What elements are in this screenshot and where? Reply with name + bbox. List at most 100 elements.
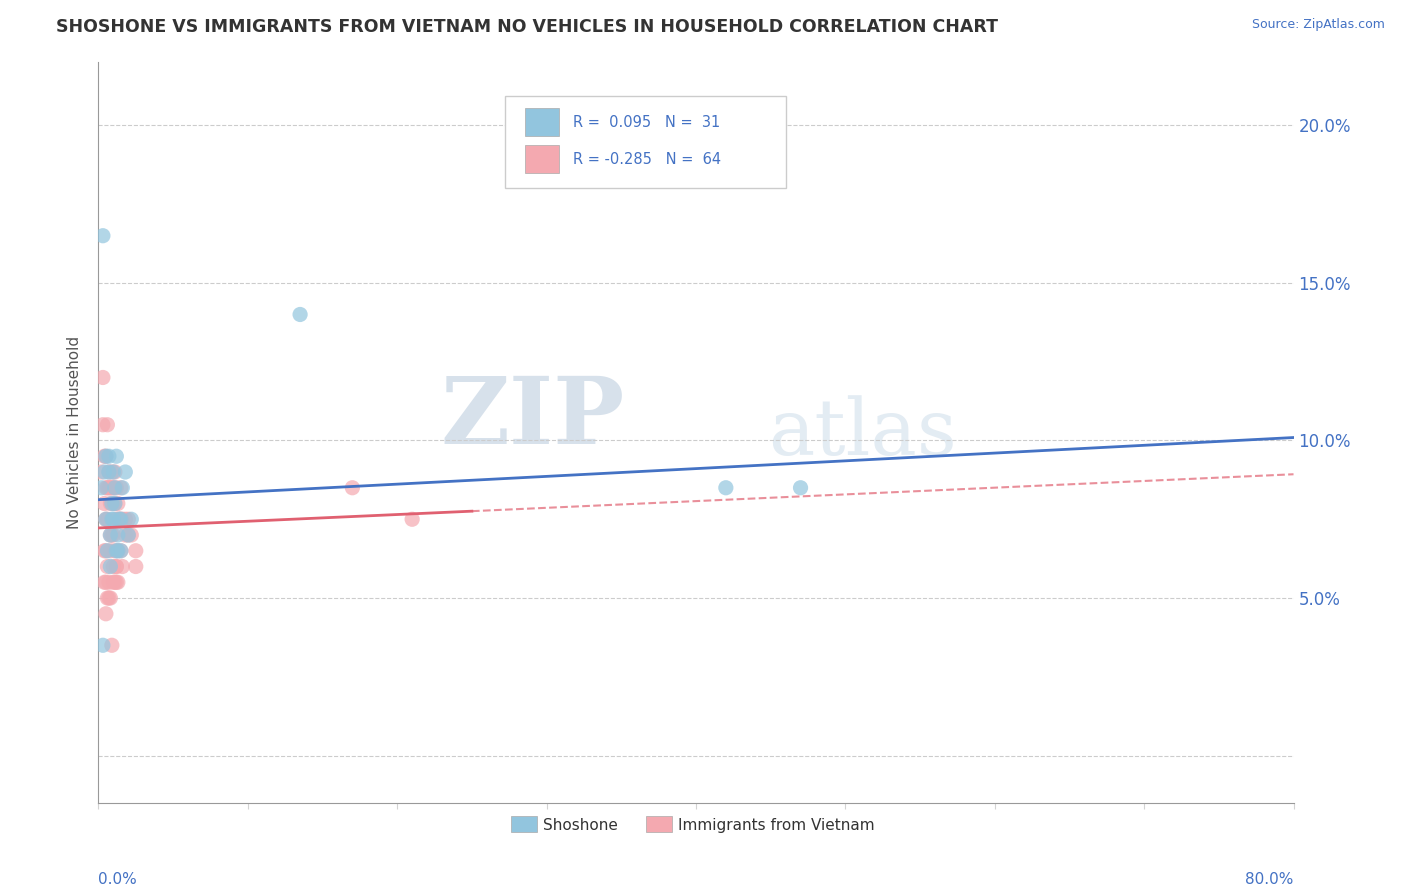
- Point: [103, 559, 125, 574]
- Point: [96, 591, 118, 605]
- Point: [117, 512, 139, 526]
- Point: [104, 575, 127, 590]
- Point: [103, 512, 125, 526]
- Point: [111, 481, 134, 495]
- Point: [97, 465, 120, 479]
- Point: [107, 496, 129, 510]
- Point: [93, 543, 115, 558]
- Point: [104, 465, 127, 479]
- Point: [93, 449, 115, 463]
- Point: [94, 575, 117, 590]
- Point: [107, 512, 129, 526]
- Point: [98, 481, 122, 495]
- Y-axis label: No Vehicles in Household: No Vehicles in Household: [67, 336, 83, 529]
- Point: [107, 543, 129, 558]
- Point: [97, 465, 120, 479]
- Point: [103, 575, 125, 590]
- Text: 80.0%: 80.0%: [1246, 872, 1294, 888]
- Point: [94, 449, 117, 463]
- Point: [97, 591, 120, 605]
- Point: [104, 496, 127, 510]
- Point: [111, 559, 134, 574]
- Point: [105, 575, 128, 590]
- Point: [90, 465, 112, 479]
- Point: [101, 496, 124, 510]
- Point: [93, 575, 115, 590]
- Text: atlas: atlas: [768, 395, 956, 470]
- Point: [96, 543, 118, 558]
- Point: [94, 449, 117, 463]
- FancyBboxPatch shape: [645, 816, 672, 832]
- Point: [789, 481, 811, 495]
- Point: [105, 449, 128, 463]
- Text: 0.0%: 0.0%: [98, 872, 138, 888]
- Point: [91, 638, 114, 652]
- Text: ZIP: ZIP: [440, 373, 624, 463]
- Point: [103, 496, 125, 510]
- Point: [342, 481, 364, 495]
- Point: [101, 465, 124, 479]
- Point: [288, 308, 311, 322]
- Point: [93, 496, 115, 510]
- Point: [105, 512, 128, 526]
- Point: [96, 481, 118, 495]
- Point: [103, 465, 125, 479]
- Point: [105, 559, 128, 574]
- Point: [107, 543, 129, 558]
- Point: [114, 512, 136, 526]
- Point: [105, 543, 128, 558]
- Point: [401, 512, 423, 526]
- Point: [97, 575, 120, 590]
- Point: [101, 481, 124, 495]
- Point: [110, 481, 132, 495]
- Point: [96, 512, 118, 526]
- Point: [91, 228, 114, 243]
- Text: R =  0.095   N =  31: R = 0.095 N = 31: [572, 115, 720, 130]
- Point: [110, 512, 132, 526]
- Point: [114, 528, 136, 542]
- Point: [94, 481, 117, 495]
- Text: R = -0.285   N =  64: R = -0.285 N = 64: [572, 152, 721, 167]
- Text: Immigrants from Vietnam: Immigrants from Vietnam: [678, 817, 875, 832]
- Point: [98, 528, 122, 542]
- Point: [98, 559, 122, 574]
- Point: [101, 512, 124, 526]
- Point: [111, 512, 134, 526]
- Point: [98, 528, 122, 542]
- Point: [97, 481, 120, 495]
- Point: [91, 370, 114, 384]
- Text: Source: ZipAtlas.com: Source: ZipAtlas.com: [1251, 18, 1385, 31]
- Point: [104, 481, 127, 495]
- Point: [120, 528, 142, 542]
- Point: [114, 465, 136, 479]
- Point: [94, 607, 117, 621]
- Point: [108, 512, 131, 526]
- Point: [104, 496, 127, 510]
- Point: [98, 591, 122, 605]
- Point: [110, 543, 132, 558]
- Point: [120, 512, 142, 526]
- Point: [103, 481, 125, 495]
- Point: [98, 496, 122, 510]
- Point: [104, 543, 127, 558]
- FancyBboxPatch shape: [524, 145, 558, 173]
- Point: [91, 417, 114, 432]
- Point: [96, 417, 118, 432]
- Point: [105, 481, 128, 495]
- Point: [90, 481, 112, 495]
- FancyBboxPatch shape: [505, 95, 786, 188]
- Point: [103, 528, 125, 542]
- Point: [714, 481, 737, 495]
- Point: [110, 512, 132, 526]
- FancyBboxPatch shape: [524, 108, 558, 136]
- Point: [117, 528, 139, 542]
- Point: [108, 512, 131, 526]
- Point: [96, 559, 118, 574]
- Point: [101, 528, 124, 542]
- Point: [110, 543, 132, 558]
- Point: [98, 543, 122, 558]
- Point: [94, 512, 117, 526]
- Point: [117, 528, 139, 542]
- Point: [125, 559, 148, 574]
- Text: SHOSHONE VS IMMIGRANTS FROM VIETNAM NO VEHICLES IN HOUSEHOLD CORRELATION CHART: SHOSHONE VS IMMIGRANTS FROM VIETNAM NO V…: [56, 18, 998, 36]
